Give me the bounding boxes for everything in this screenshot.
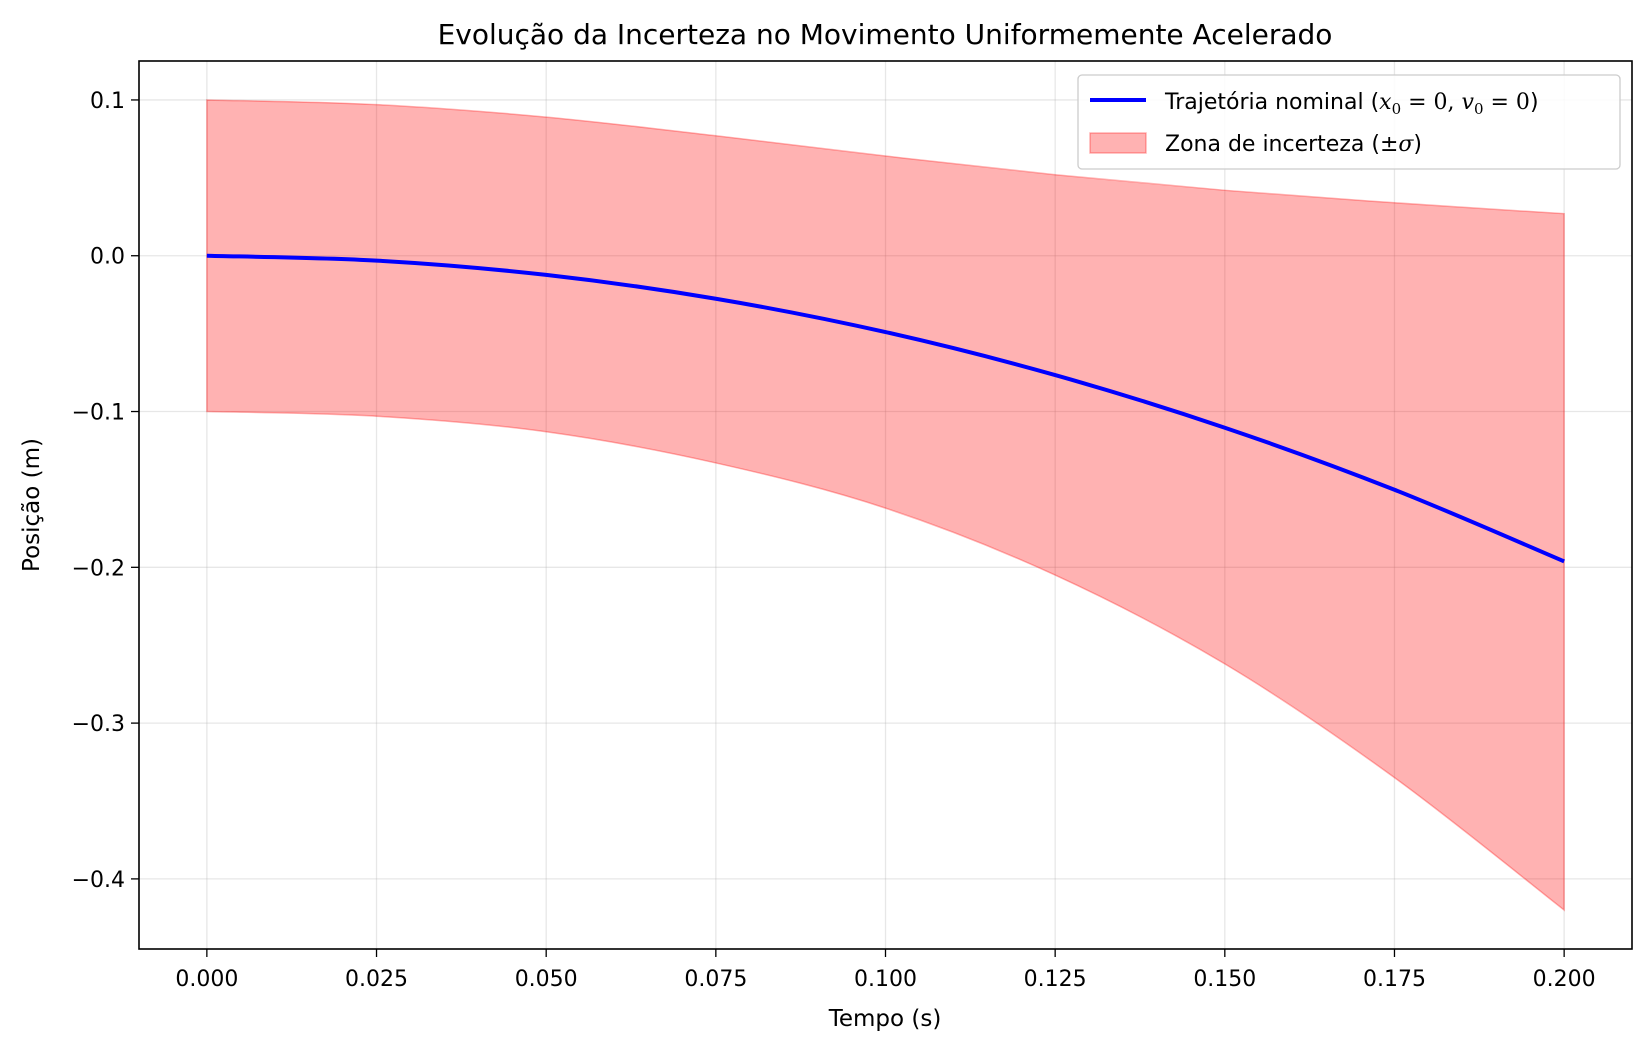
chart-title: Evolução da Incerteza no Movimento Unifo…	[438, 18, 1333, 51]
x-axis-label: Tempo (s)	[828, 1006, 942, 1032]
legend-math-v-sub: 0	[1474, 100, 1484, 118]
legend-math-x: x	[1379, 90, 1392, 115]
x-tick-label: 0.075	[684, 967, 747, 992]
y-tick-label: −0.4	[72, 868, 125, 893]
legend-box	[1077, 74, 1621, 170]
legend-math-x-sub: 0	[1392, 100, 1402, 118]
legend-nominal-text: Trajetória nominal (	[1164, 90, 1379, 115]
legend-band-close: )	[1413, 132, 1422, 157]
legend-math-sigma: σ	[1398, 132, 1414, 157]
legend-math-eq1: = 0,	[1401, 90, 1461, 115]
x-axis-ticks: 0.000 0.025 0.050 0.075 0.100 0.125 0.150 0.175…	[175, 949, 1596, 992]
y-axis-ticks: 0.1 0.0 −0.1 −0.2 −0.3 −0.4	[72, 89, 139, 893]
x-tick-label: 0.100	[854, 967, 917, 992]
x-tick-label: 0.125	[1024, 967, 1087, 992]
legend-band-swatch	[1089, 132, 1147, 154]
x-tick-label: 0.200	[1533, 967, 1596, 992]
uncertainty-band-group	[206, 99, 1565, 912]
x-tick-label: 0.050	[515, 967, 578, 992]
legend-math-pm: ±	[1380, 132, 1398, 157]
legend: Trajetória nominal (x0 = 0, v0 = 0) Zona…	[1077, 74, 1621, 170]
legend-math-eq2: = 0	[1484, 90, 1530, 115]
y-tick-label: 0.0	[90, 245, 125, 270]
y-tick-label: −0.1	[72, 401, 125, 426]
legend-entry-nominal: Trajetória nominal (x0 = 0, v0 = 0)	[1164, 90, 1539, 118]
uncertainty-band	[206, 99, 1565, 912]
nominal-trajectory-line	[206, 253, 1565, 564]
legend-math-v: v	[1462, 90, 1475, 115]
y-tick-label: 0.1	[90, 89, 125, 114]
x-tick-label: 0.000	[175, 967, 238, 992]
y-tick-label: −0.3	[72, 712, 125, 737]
y-axis-label: Posição (m)	[19, 438, 45, 572]
legend-entry-band: Zona de incerteza (±σ)	[1165, 132, 1422, 157]
x-tick-label: 0.175	[1363, 967, 1426, 992]
x-tick-label: 0.150	[1193, 967, 1256, 992]
x-tick-label: 0.025	[345, 967, 408, 992]
nominal-line-group	[206, 253, 1565, 564]
legend-band-text: Zona de incerteza (	[1165, 132, 1380, 157]
legend-nominal-close: )	[1530, 90, 1539, 115]
y-tick-label: −0.2	[72, 556, 125, 581]
